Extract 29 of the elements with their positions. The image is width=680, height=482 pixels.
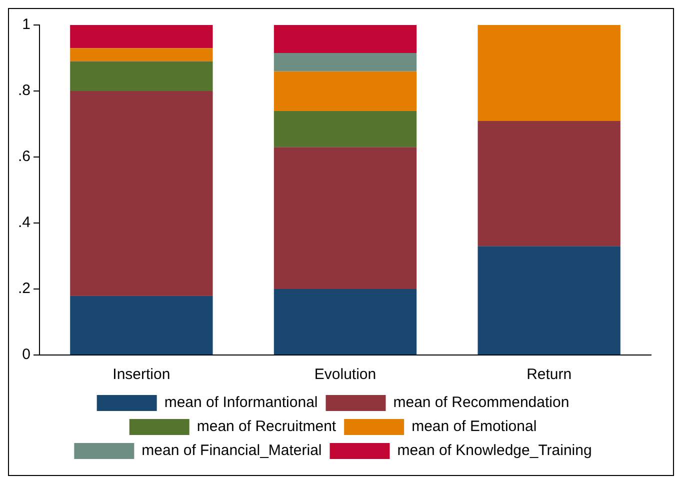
bar bbox=[274, 289, 417, 354]
bar bbox=[274, 53, 417, 72]
legend-label: mean of Informantional bbox=[164, 394, 318, 412]
y-tick-label: .8 bbox=[18, 82, 31, 100]
y-tick-label: .2 bbox=[18, 280, 31, 298]
legend-label: mean of Recommendation bbox=[393, 394, 570, 412]
legend-label: mean of Knowledge_Training bbox=[397, 442, 592, 460]
bar bbox=[70, 91, 213, 296]
bar bbox=[70, 296, 213, 354]
legend-label: mean of Recruitment bbox=[196, 418, 337, 436]
bar bbox=[70, 25, 213, 48]
bar bbox=[274, 147, 417, 289]
bar bbox=[70, 48, 213, 62]
bar bbox=[478, 120, 620, 246]
bar bbox=[274, 110, 417, 148]
y-tick-label: 0 bbox=[22, 346, 31, 364]
bar bbox=[478, 246, 620, 354]
bar bbox=[274, 71, 417, 111]
x-tick-label: Return bbox=[526, 366, 572, 384]
bar bbox=[70, 61, 213, 91]
x-tick-label: Evolution bbox=[314, 366, 376, 384]
y-tick-label: .6 bbox=[18, 148, 31, 166]
legend-label: mean of Emotional bbox=[412, 418, 537, 436]
legend-label: mean of Financial_Material bbox=[142, 442, 322, 460]
y-tick-label: 1 bbox=[22, 16, 31, 34]
bar bbox=[478, 25, 620, 121]
x-tick-label: Insertion bbox=[112, 366, 170, 384]
y-tick-label: .4 bbox=[18, 214, 31, 232]
bar bbox=[274, 25, 417, 54]
